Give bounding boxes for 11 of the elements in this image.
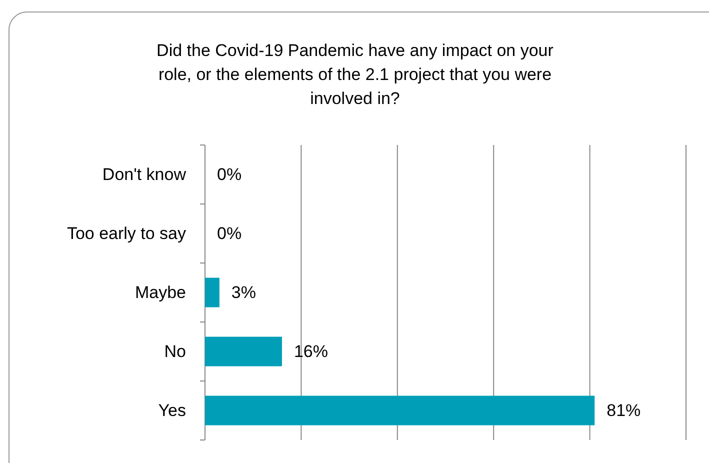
data-label: 0% [217, 224, 242, 243]
y-tick-label: Yes [158, 401, 186, 420]
chart-title: Did the Covid-19 Pandemic have any impact on your role, or the elements of the 2.1 project that you were involved in? [156, 41, 554, 108]
data-label: 81% [606, 401, 641, 420]
y-tick-label: Too early to say [66, 224, 186, 243]
data-label: 0% [217, 165, 242, 184]
data-label: 16% [294, 342, 328, 361]
data-label: 3% [231, 283, 256, 302]
y-tick-label: No [164, 342, 186, 361]
y-tick-label: Don't know [102, 165, 187, 184]
y-tick-label: Maybe [134, 283, 186, 302]
